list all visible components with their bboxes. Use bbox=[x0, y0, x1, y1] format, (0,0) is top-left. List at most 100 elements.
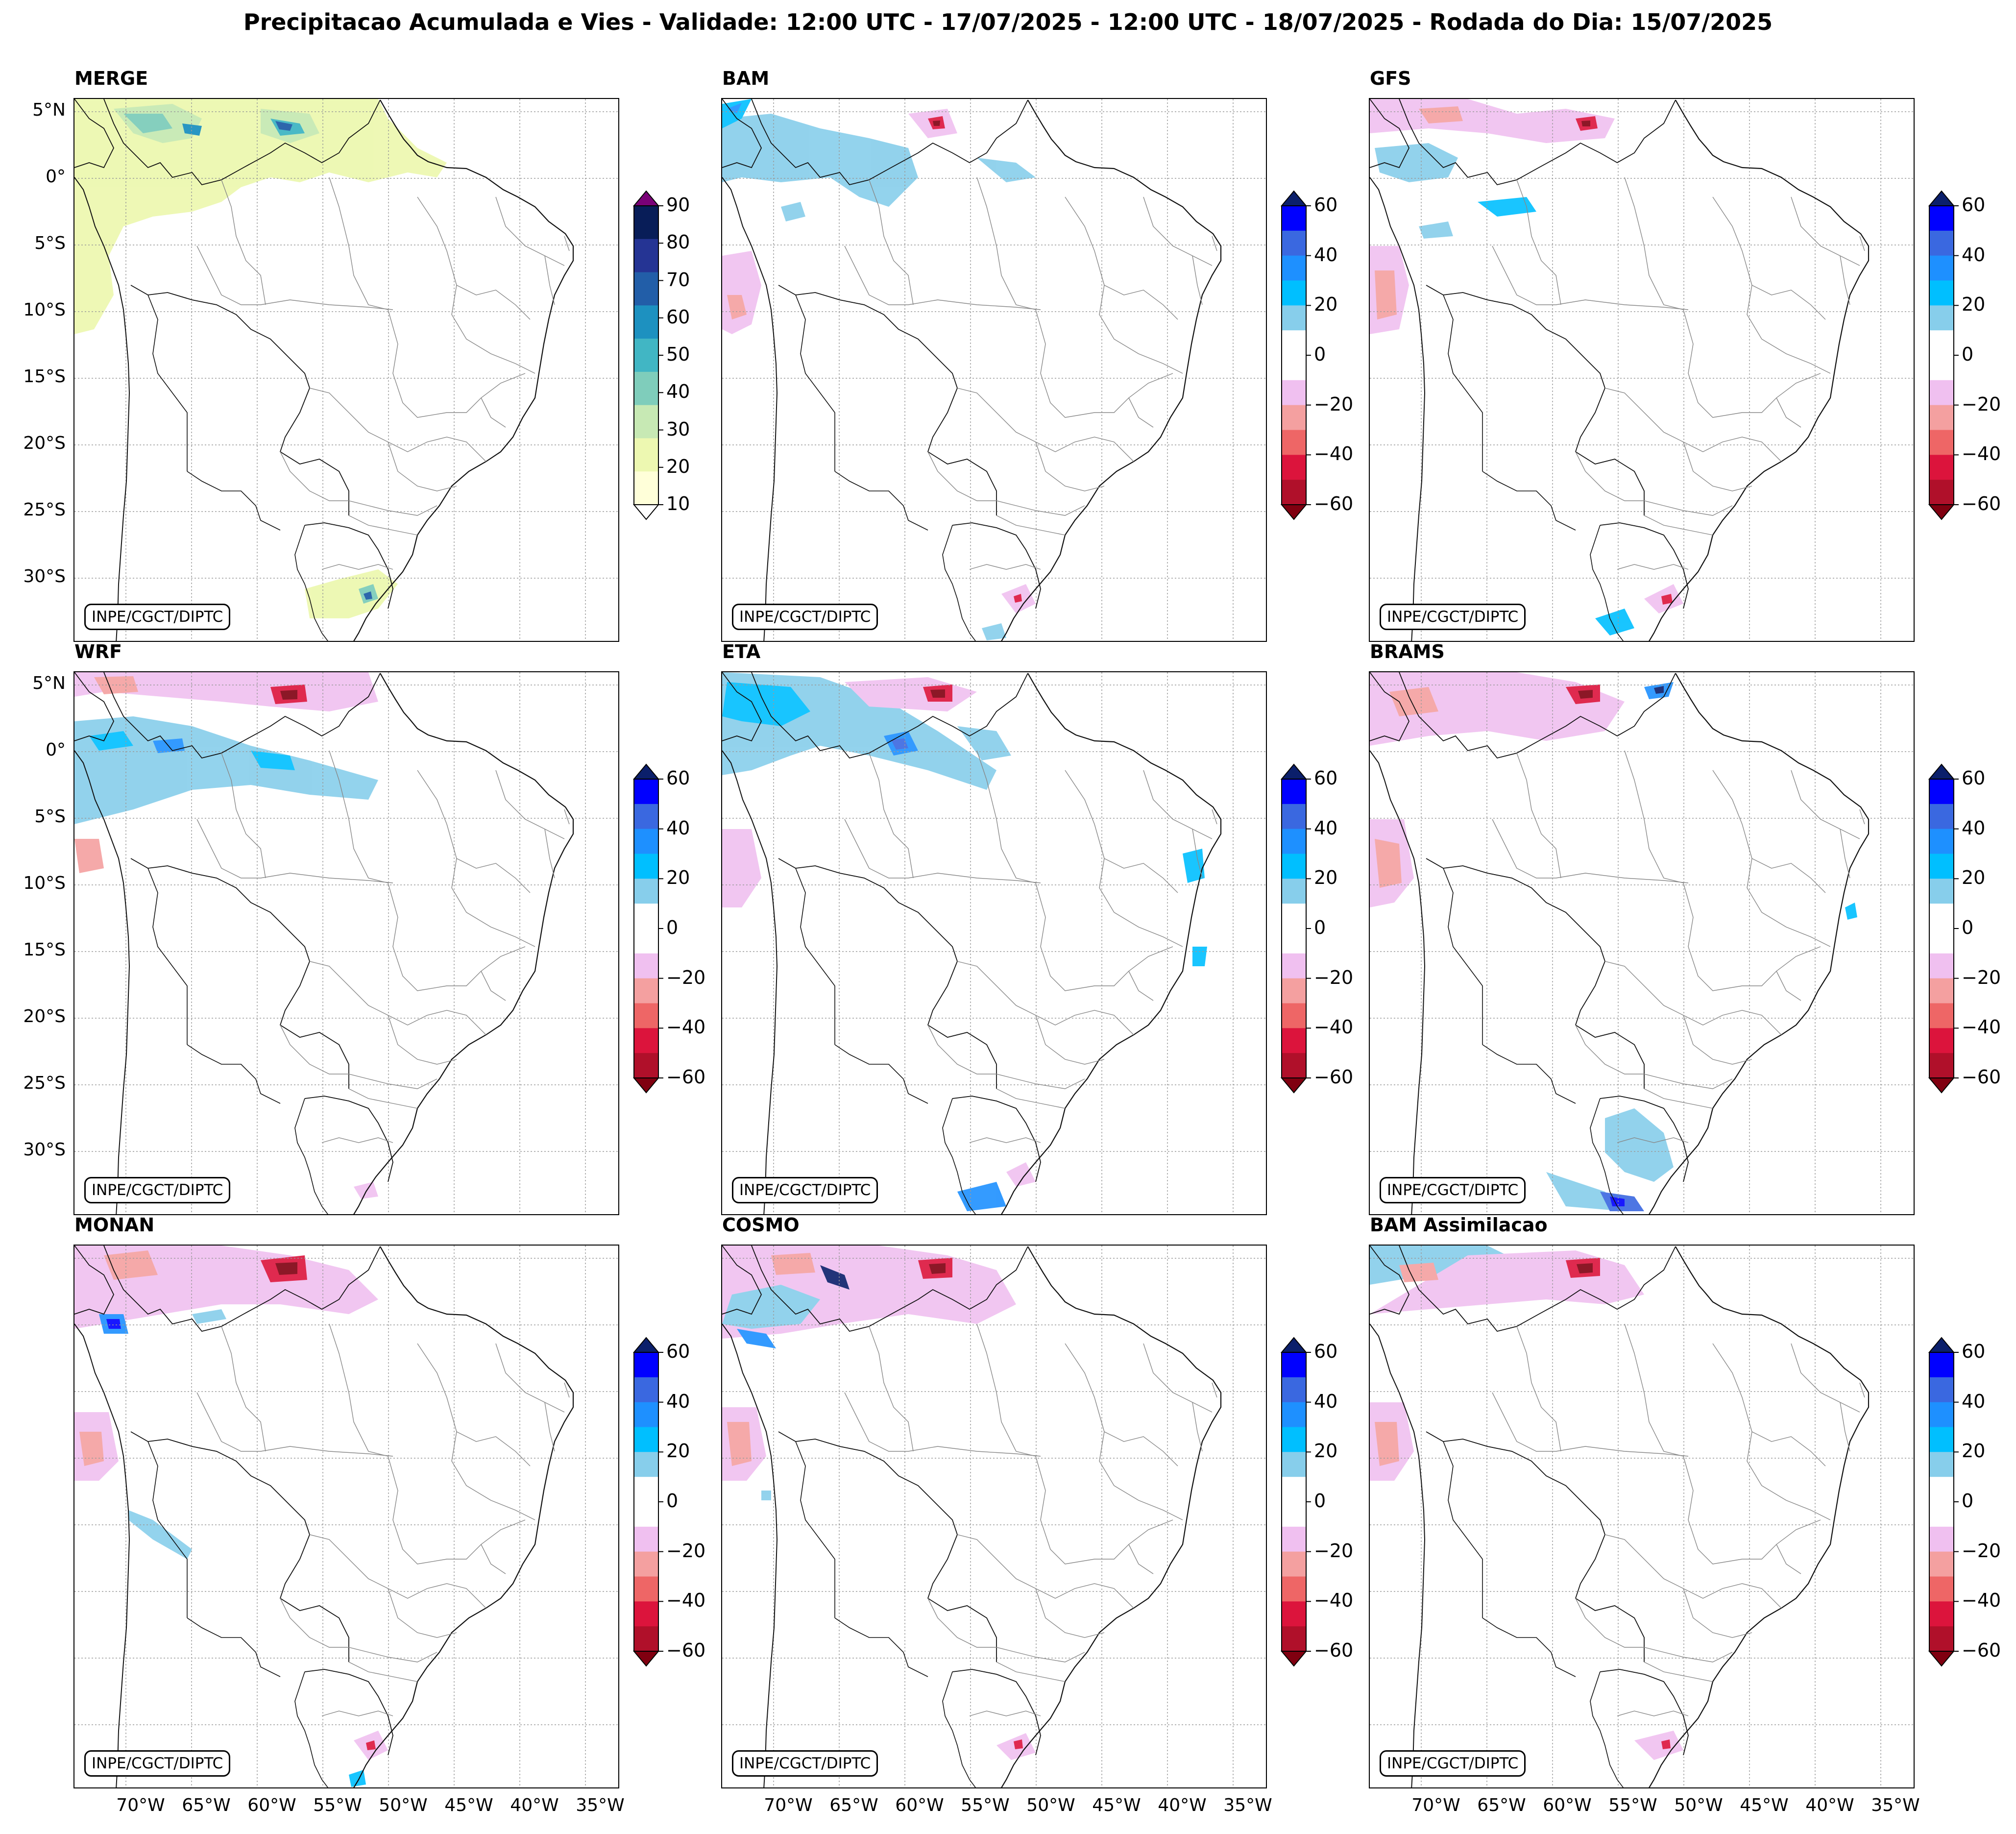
colorbar-segment bbox=[1929, 206, 1954, 231]
lat-label: 5°N bbox=[32, 673, 66, 693]
colorbar-segment bbox=[1929, 355, 1954, 381]
colorbar-segment bbox=[1929, 1003, 1954, 1028]
bias-overlay bbox=[74, 1246, 388, 1787]
colorbar-tick-label: 0 bbox=[1314, 917, 1326, 938]
colorbar-segment bbox=[1929, 305, 1954, 331]
colorbar-segment bbox=[1929, 879, 1954, 904]
colorbar-segment bbox=[1282, 829, 1306, 854]
colorbar-bias: 60 40 20 0 −20 −40 −60 bbox=[632, 763, 705, 1094]
colorbar-tick-label: 0 bbox=[1962, 1490, 1974, 1512]
colorbar-tick-label: 60 bbox=[1962, 194, 1986, 216]
bias-overlay bbox=[722, 1246, 1036, 1760]
colorbar-segment bbox=[1929, 1352, 1954, 1378]
map-bam-assimilacao: INPE/CGCT/DIPTC bbox=[1369, 1245, 1915, 1788]
colorbar-tick-label: −20 bbox=[1962, 966, 2001, 988]
colorbar-segment bbox=[634, 1551, 658, 1577]
lon-label: 35°W bbox=[1223, 1795, 1272, 1815]
colorbar-graphic bbox=[632, 763, 663, 1094]
colorbar-tick-label: 0 bbox=[1962, 343, 1974, 365]
colorbar-segment bbox=[1929, 330, 1954, 356]
colorbar-segment bbox=[1929, 904, 1954, 929]
panel-title-cosmo: COSMO bbox=[722, 1214, 800, 1236]
colorbar-segment bbox=[1282, 1551, 1306, 1577]
bias-overlay bbox=[722, 99, 1036, 640]
colorbar-segment bbox=[1929, 1526, 1954, 1552]
colorbar-tick-label: 60 bbox=[1314, 767, 1338, 789]
colorbar-segment bbox=[1929, 480, 1954, 505]
colorbar-segment bbox=[1929, 1028, 1954, 1053]
colorbar-tick-label: 0 bbox=[1962, 917, 1974, 938]
colorbar-segment bbox=[634, 1028, 658, 1053]
colorbar-segment bbox=[1929, 929, 1954, 954]
lon-label: 50°W bbox=[379, 1795, 428, 1815]
watermark-stamp: INPE/CGCT/DIPTC bbox=[1380, 604, 1526, 630]
colorbar-segment bbox=[1929, 380, 1954, 406]
bias-overlay bbox=[1370, 1246, 1683, 1760]
colorbar-tick-label: 40 bbox=[1314, 244, 1338, 266]
panel-title-brams: BRAMS bbox=[1370, 641, 1445, 662]
colorbar-tick-label: 20 bbox=[1314, 293, 1338, 316]
colorbar-bias: 60 40 20 0 −20 −40 −60 bbox=[1928, 190, 2001, 520]
colorbar-graphic bbox=[632, 1337, 663, 1667]
colorbar-segment bbox=[1282, 480, 1306, 505]
colorbar-tick-label: −60 bbox=[666, 1639, 706, 1661]
colorbar-extend-bottom bbox=[632, 504, 660, 520]
lat-label: 15°S bbox=[23, 940, 66, 960]
lat-label: 10°S bbox=[23, 300, 66, 320]
colorbar-segment bbox=[634, 1502, 658, 1527]
panel-title-bam: BAM bbox=[722, 68, 770, 89]
colorbar-tick-label: −60 bbox=[1962, 1066, 2001, 1088]
colorbar-segment bbox=[634, 804, 658, 830]
lat-label: 0° bbox=[46, 167, 66, 187]
watermark-stamp: INPE/CGCT/DIPTC bbox=[732, 1750, 878, 1777]
colorbar-tick-label: 0 bbox=[666, 1490, 679, 1512]
colorbar-segment bbox=[1282, 455, 1306, 480]
map-bam: INPE/CGCT/DIPTC bbox=[721, 98, 1267, 642]
map-wrf: INPE/CGCT/DIPTC bbox=[73, 671, 619, 1215]
colorbar-segment bbox=[634, 1601, 658, 1627]
lon-label: 70°W bbox=[116, 1795, 165, 1815]
map-eta: INPE/CGCT/DIPTC bbox=[721, 671, 1267, 1215]
colorbar-segment bbox=[634, 1053, 658, 1078]
colorbar-segment bbox=[634, 1452, 658, 1477]
colorbar-tick-label: 30 bbox=[666, 418, 690, 440]
colorbar-segment bbox=[634, 1352, 658, 1378]
map-cosmo: INPE/CGCT/DIPTC bbox=[721, 1245, 1267, 1788]
lat-label: 10°S bbox=[23, 873, 66, 893]
watermark-stamp: INPE/CGCT/DIPTC bbox=[84, 1177, 231, 1203]
colorbar-segment bbox=[1929, 1377, 1954, 1403]
lon-label: 50°W bbox=[1026, 1795, 1075, 1815]
colorbar-segment bbox=[1929, 854, 1954, 879]
colorbar-tick-label: 50 bbox=[666, 343, 690, 365]
colorbar-tick-label: 20 bbox=[1314, 1440, 1338, 1462]
colorbar-segment bbox=[1282, 1601, 1306, 1627]
colorbar-segment bbox=[1282, 430, 1306, 455]
bias-overlay bbox=[1370, 672, 1857, 1211]
colorbar-segment bbox=[1929, 1502, 1954, 1527]
lat-label: 20°S bbox=[23, 433, 66, 453]
lon-label: 35°W bbox=[576, 1795, 625, 1815]
colorbar-segment bbox=[634, 339, 658, 372]
colorbar-tick-label: −40 bbox=[1962, 1016, 2001, 1038]
colorbar-segment bbox=[1282, 255, 1306, 281]
colorbar-tick-label: −60 bbox=[1962, 1639, 2001, 1661]
colorbar-segment bbox=[1282, 1427, 1306, 1452]
colorbar-tick-label: 60 bbox=[1314, 194, 1338, 216]
colorbar-tick-label: −40 bbox=[666, 1589, 706, 1612]
colorbar-segment bbox=[1282, 879, 1306, 904]
watermark-stamp: INPE/CGCT/DIPTC bbox=[84, 604, 231, 630]
lon-label: 40°W bbox=[510, 1795, 559, 1815]
lon-label: 55°W bbox=[1608, 1795, 1657, 1815]
colorbar-segment bbox=[634, 272, 658, 306]
colorbar-segment bbox=[1282, 1526, 1306, 1552]
colorbar-extend-top bbox=[1280, 190, 1308, 206]
lon-label: 70°W bbox=[1411, 1795, 1460, 1815]
colorbar-tick-label: 20 bbox=[666, 867, 690, 889]
colorbar-segment bbox=[634, 471, 658, 505]
colorbar-extend-bottom bbox=[1928, 1077, 1955, 1094]
colorbar-tick-label: 40 bbox=[1962, 817, 1986, 839]
colorbar-segment bbox=[634, 206, 658, 240]
colorbar-tick-label: 0 bbox=[1314, 1490, 1326, 1512]
colorbar-bias: 60 40 20 0 −20 −40 −60 bbox=[1280, 1337, 1353, 1667]
colorbar-segment bbox=[1282, 804, 1306, 830]
